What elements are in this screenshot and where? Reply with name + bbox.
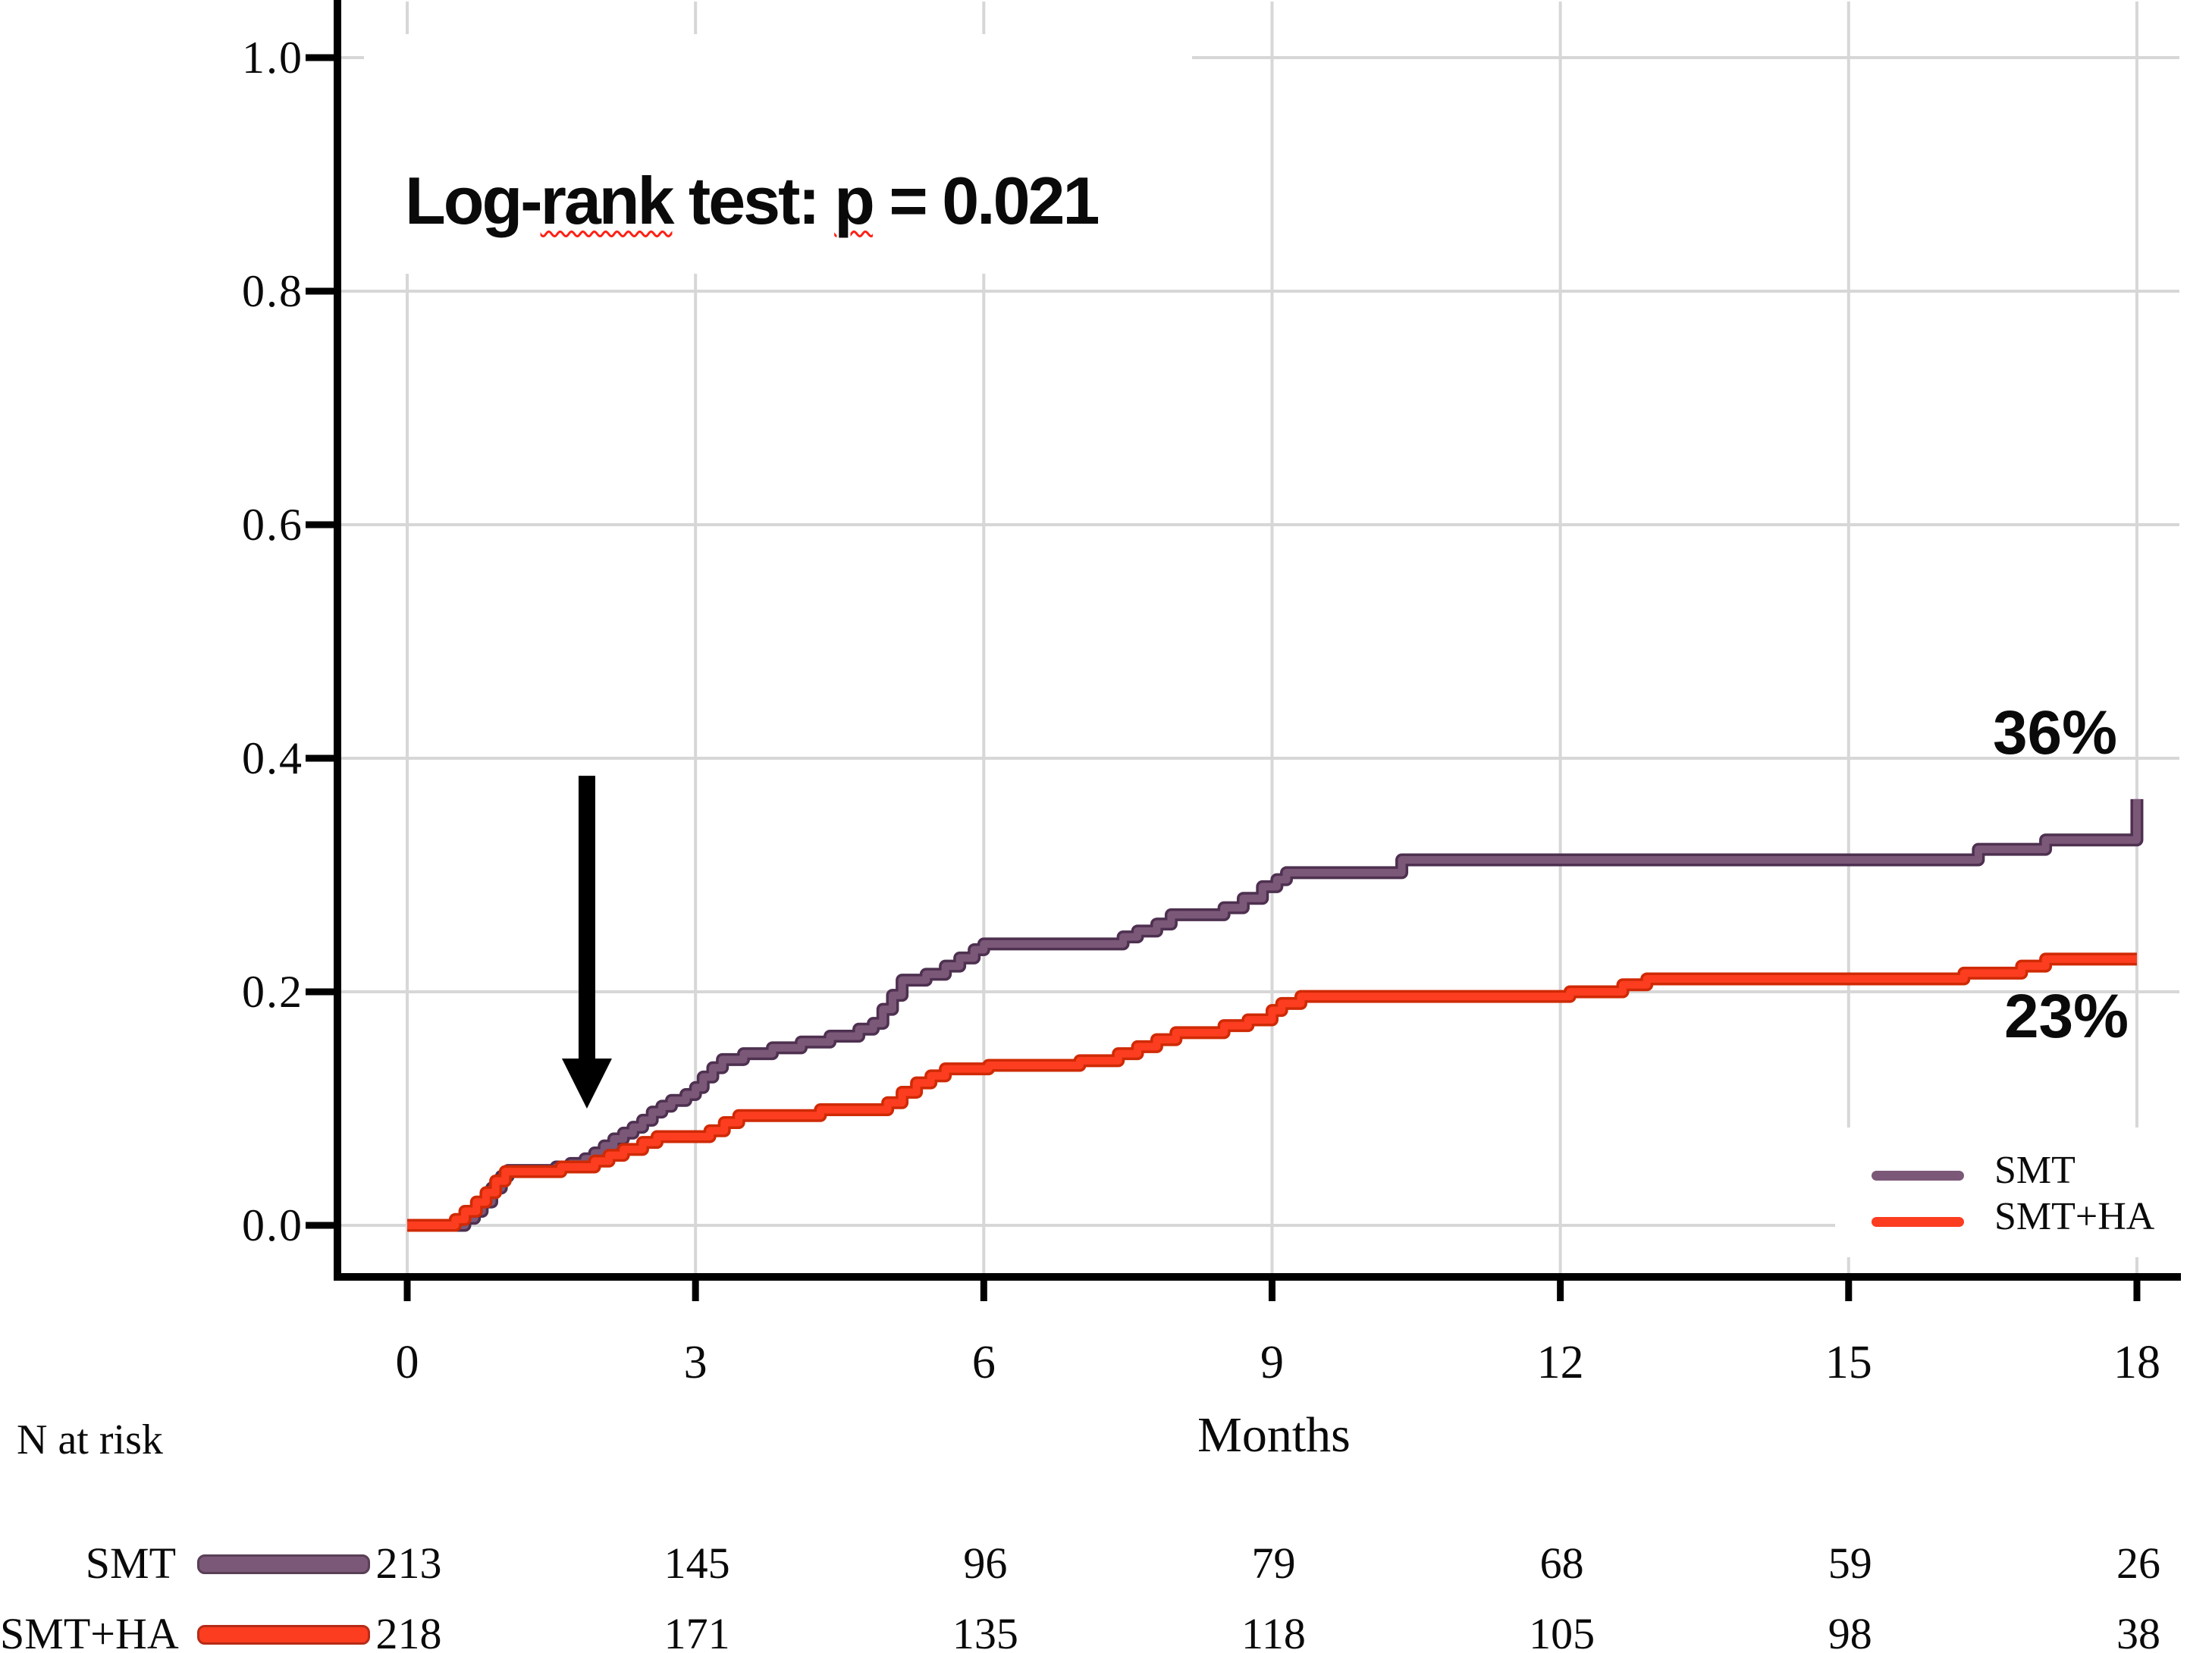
risk-row-label: SMT <box>85 1539 176 1588</box>
risk-value: 145 <box>664 1539 730 1588</box>
x-tick-label: 6 <box>971 1337 996 1388</box>
SMT+HA-curve <box>407 955 2137 1229</box>
risk-value: 213 <box>375 1539 442 1588</box>
annotation-backdrop <box>364 34 1192 274</box>
smt-legend-swatch-icon <box>1872 1171 1964 1181</box>
risk-value: 218 <box>375 1609 442 1653</box>
x-tick-label: 9 <box>1260 1337 1284 1388</box>
annotation-word-wavy: rank <box>540 163 675 238</box>
risk-value: 118 <box>1241 1609 1306 1653</box>
legend: SMT SMT+HA <box>1835 1128 2192 1257</box>
risk-value: 105 <box>1529 1609 1595 1653</box>
x-tick-label: 15 <box>1825 1337 1872 1388</box>
risk-value: 26 <box>2116 1539 2160 1588</box>
x-axis-title: Months <box>1197 1407 1351 1463</box>
smtha-legend-swatch-icon <box>1872 1217 1964 1227</box>
x-tick-label: 18 <box>2113 1337 2160 1388</box>
x-tick-label: 12 <box>1536 1337 1584 1388</box>
risk-row-label: SMT+HA <box>0 1609 179 1653</box>
risk-value: 79 <box>1251 1539 1296 1588</box>
annotation-word: = 0.021 <box>872 163 1100 238</box>
risk-value: 171 <box>664 1609 730 1653</box>
risk-table-title: N at risk <box>17 1416 163 1463</box>
annotation-word-wavy: p <box>834 163 875 238</box>
risk-row-swatch-icon <box>197 1625 370 1645</box>
risk-value: 96 <box>963 1539 1008 1588</box>
risk-row-swatch-icon <box>197 1554 370 1574</box>
risk-value: 98 <box>1828 1609 1872 1653</box>
x-tick-label: 0 <box>395 1337 419 1388</box>
smtha-final-percent-label: 23% <box>2003 982 2129 1051</box>
risk-value: 59 <box>1828 1539 1872 1588</box>
risk-value: 68 <box>1539 1539 1584 1588</box>
smt-final-percent-label: 36% <box>1992 698 2118 767</box>
down-arrow-icon <box>561 776 612 1109</box>
logrank-pvalue-annotation: Log-rank test: p = 0.021 <box>405 162 1100 239</box>
smt-legend-label: SMT <box>1994 1149 2076 1192</box>
x-tick-label: 3 <box>683 1337 708 1388</box>
smtha-legend-label: SMT+HA <box>1994 1195 2155 1238</box>
annotation-word: test: <box>672 163 835 238</box>
risk-value: 135 <box>952 1609 1018 1653</box>
risk-value: 38 <box>2116 1609 2160 1653</box>
y-tick-label: 0.6 <box>242 500 303 550</box>
y-tick-label: 0.2 <box>242 967 303 1017</box>
y-tick-label: 0.8 <box>242 266 303 316</box>
annotation-word: Log- <box>405 163 543 238</box>
y-tick-label: 1.0 <box>242 33 303 83</box>
y-tick-label: 0.0 <box>242 1200 303 1250</box>
y-tick-label: 0.4 <box>242 733 303 783</box>
